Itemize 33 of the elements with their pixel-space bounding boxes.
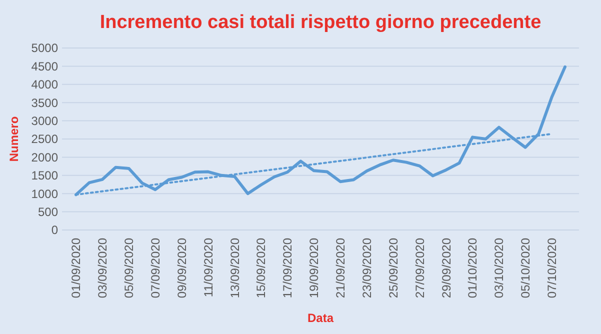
x-tick-label: 01/10/2020	[466, 238, 480, 298]
x-tick-label: 25/09/2020	[386, 238, 400, 298]
x-tick-label: 13/09/2020	[228, 238, 242, 298]
y-axis-title: Numero	[7, 116, 21, 162]
x-tick-label: 11/09/2020	[201, 238, 216, 298]
x-tick-label: 09/09/2020	[174, 238, 189, 298]
x-tick-label: 03/10/2020	[492, 238, 506, 298]
x-tick-label: 07/10/2020	[544, 238, 559, 298]
x-tick-label: 07/09/2020	[148, 238, 162, 298]
x-tick-label: 17/09/2020	[280, 238, 295, 298]
y-tick-label: 3500	[31, 96, 58, 110]
x-axis-title: Data	[307, 311, 334, 325]
x-tick-label: 15/09/2020	[254, 238, 268, 298]
x-tick-label: 01/09/2020	[69, 238, 84, 298]
y-tick-label: 1500	[31, 168, 58, 183]
x-tick-label: 29/09/2020	[439, 238, 454, 298]
y-tick-label: 5000	[31, 41, 58, 56]
y-tick-label: 3000	[31, 114, 58, 128]
y-tick-label: 1000	[31, 186, 58, 201]
y-tick-label: 0	[51, 223, 58, 238]
y-tick-label: 2000	[31, 150, 58, 164]
y-tick-label: 2500	[31, 132, 58, 146]
y-tick-label: 4000	[31, 78, 58, 92]
y-tick-label: 4500	[31, 59, 58, 74]
x-tick-label: 21/09/2020	[334, 238, 348, 298]
x-tick-label: 27/09/2020	[412, 238, 427, 298]
y-tick-label: 500	[38, 205, 58, 219]
x-tick-label: 23/09/2020	[360, 238, 374, 298]
x-tick-label: 03/09/2020	[96, 238, 110, 298]
chart-title: Incremento casi totali rispetto giorno precedente	[100, 12, 542, 33]
x-tick-label: 05/09/2020	[122, 238, 136, 298]
x-tick-label: 19/09/2020	[307, 238, 322, 298]
x-tick-label: 05/10/2020	[518, 238, 533, 298]
